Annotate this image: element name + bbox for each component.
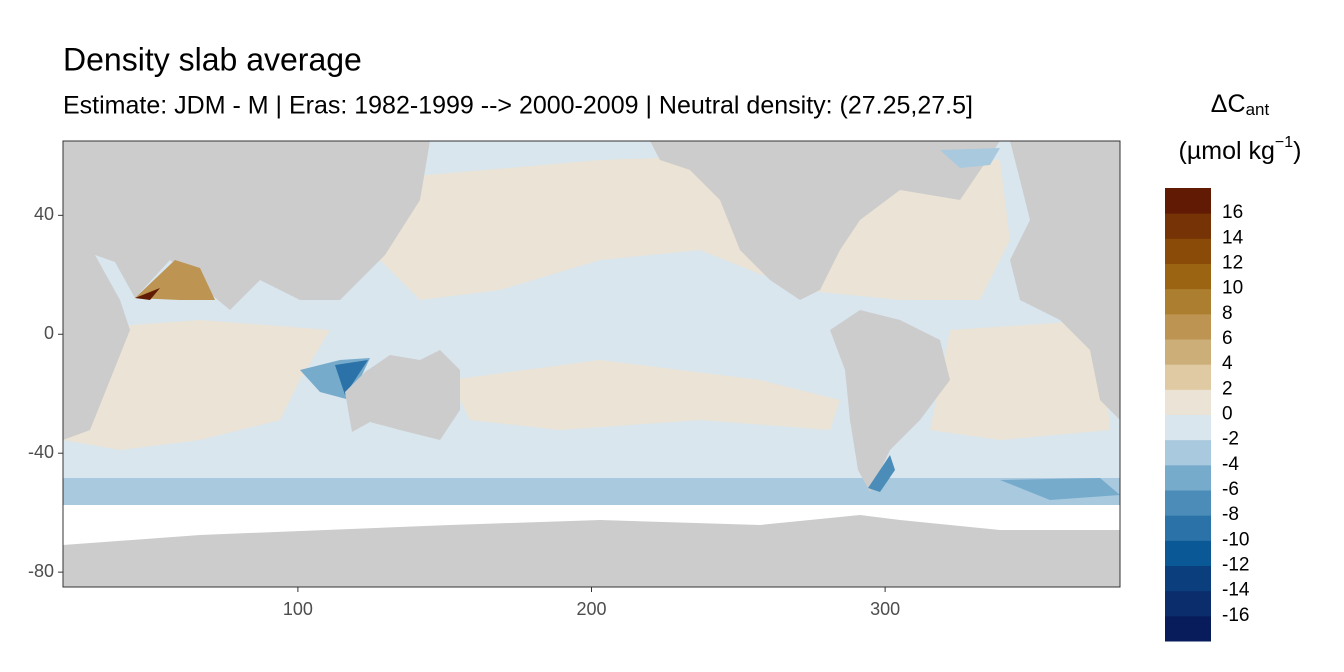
colorbar-bin xyxy=(1165,213,1211,239)
blue-region xyxy=(335,360,368,395)
blue-region xyxy=(63,478,1120,506)
colorbar-label: -4 xyxy=(1222,454,1239,475)
colorbar-bin xyxy=(1165,515,1211,541)
y-tick-label: -80 xyxy=(28,561,54,581)
land xyxy=(63,141,430,440)
legend-title-sub: ant xyxy=(1246,100,1270,119)
colorbar-label: 0 xyxy=(1222,404,1233,425)
colorbar-bin xyxy=(1165,615,1211,642)
colorbar-label: 6 xyxy=(1222,328,1233,349)
beige-region xyxy=(450,360,840,430)
colorbar-label: 16 xyxy=(1222,202,1243,223)
blue-region xyxy=(1000,478,1120,500)
colorbar-label: -10 xyxy=(1222,529,1249,550)
colorbar-bin xyxy=(1165,339,1211,365)
beige-region xyxy=(930,320,1110,440)
colorbar-label: 14 xyxy=(1222,227,1244,248)
colorbar-label: 2 xyxy=(1222,378,1233,399)
land xyxy=(830,310,950,492)
colorbar-bin xyxy=(1165,389,1211,415)
colorbar-bin xyxy=(1165,364,1211,390)
land xyxy=(345,350,460,440)
legend-unit: (µmol kg−1) xyxy=(1179,134,1302,164)
colorbar-bin xyxy=(1165,490,1211,516)
colorbar-label: -12 xyxy=(1222,555,1249,576)
land xyxy=(1010,141,1120,420)
colorbar-label: 4 xyxy=(1222,353,1233,374)
chart-title: Density slab average xyxy=(63,41,362,77)
colorbar-label: 12 xyxy=(1222,253,1243,274)
y-tick-label: 0 xyxy=(44,323,54,343)
legend-unit-end: ) xyxy=(1293,137,1301,165)
colorbar-bin xyxy=(1165,565,1211,592)
x-tick-label: 200 xyxy=(576,599,606,619)
colorbar-bin xyxy=(1165,590,1211,617)
chart-subtitle: Estimate: JDM - M | Eras: 1982-1999 --> … xyxy=(63,92,973,120)
brown-region xyxy=(135,288,160,300)
legend-title-main: ΔC xyxy=(1211,90,1246,118)
colorbar-label: -14 xyxy=(1222,580,1250,601)
x-tick-label: 100 xyxy=(283,599,313,619)
colorbar-label: 10 xyxy=(1222,278,1243,299)
colorbar-bin xyxy=(1165,188,1211,214)
legend-title: ΔCant xyxy=(1211,90,1270,120)
blue-region xyxy=(868,455,895,492)
legend-unit-main: (µmol kg xyxy=(1179,137,1275,165)
colorbar-label: 8 xyxy=(1222,303,1233,324)
colorbar-bin xyxy=(1165,263,1211,290)
legend-unit-sup: −1 xyxy=(1275,134,1293,151)
y-tick-label: 40 xyxy=(34,204,54,224)
colorbar-bin xyxy=(1165,238,1211,264)
colorbar-bin xyxy=(1165,464,1211,491)
colorbar-bin xyxy=(1165,288,1211,315)
colorbar-label: -16 xyxy=(1222,605,1249,626)
colorbar-bin xyxy=(1165,414,1211,441)
colorbar-bin xyxy=(1165,439,1211,466)
x-tick-label: 300 xyxy=(870,599,900,619)
map xyxy=(63,141,1120,587)
blue-region xyxy=(940,148,1000,168)
land xyxy=(63,515,1120,587)
colorbar-label: -8 xyxy=(1222,504,1239,525)
colorbar-label: -2 xyxy=(1222,429,1239,450)
land xyxy=(650,141,1000,300)
colorbar-bin xyxy=(1165,313,1211,340)
colorbar-bin xyxy=(1165,540,1211,566)
beige-region xyxy=(63,320,330,450)
colorbar-label: -6 xyxy=(1222,479,1239,500)
y-tick-label: -40 xyxy=(28,442,54,462)
